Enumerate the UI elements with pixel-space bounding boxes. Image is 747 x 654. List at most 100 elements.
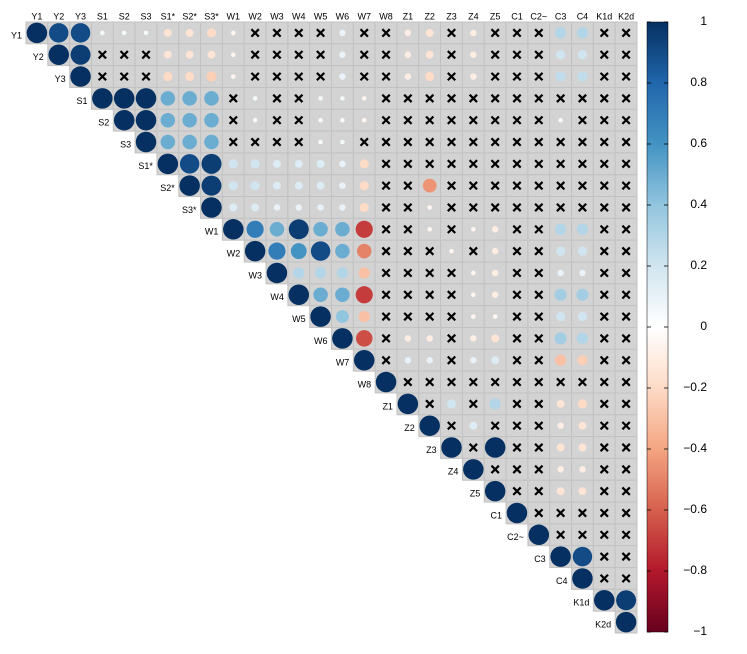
insignificant-mark: [447, 202, 457, 212]
correlation-circle: [310, 241, 331, 261]
correlation-circle: [269, 222, 285, 237]
insignificant-mark: [577, 137, 587, 147]
insignificant-mark: [447, 421, 457, 431]
insignificant-mark: [534, 181, 544, 191]
row-label: W1: [205, 227, 219, 237]
insignificant-mark: [621, 399, 631, 409]
insignificant-mark: [512, 377, 522, 387]
correlation-circle: [419, 415, 440, 436]
correlation-circle: [201, 153, 222, 174]
insignificant-mark: [381, 28, 391, 38]
correlation-circle: [228, 181, 238, 191]
color-tick-label: −0.8: [683, 563, 707, 577]
insignificant-mark: [512, 443, 522, 453]
insignificant-mark: [294, 72, 304, 82]
row-label: C1: [491, 510, 503, 520]
correlation-circle: [246, 220, 264, 238]
insignificant-mark: [468, 377, 478, 387]
correlation-circle: [135, 88, 157, 109]
correlation-circle: [356, 243, 372, 259]
column-label: W6: [336, 11, 350, 21]
color-tick-label: 0.8: [690, 75, 707, 89]
row-label: W5: [292, 314, 306, 324]
correlation-circle: [252, 117, 258, 123]
correlation-circle: [556, 487, 565, 496]
correlation-circle: [310, 306, 331, 327]
correlation-circle: [179, 154, 200, 174]
insignificant-mark: [447, 290, 457, 300]
correlation-circle: [557, 269, 564, 277]
correlation-circle: [578, 487, 587, 496]
column-label: W2: [248, 11, 262, 21]
insignificant-mark: [447, 72, 457, 82]
row-label: S3*: [182, 205, 197, 215]
correlation-circle: [577, 399, 588, 409]
correlation-circle: [404, 29, 412, 37]
insignificant-mark: [403, 137, 413, 147]
correlation-circle: [294, 181, 303, 190]
correlation-circle: [340, 96, 345, 101]
insignificant-mark: [381, 93, 391, 103]
row-label: W4: [270, 292, 284, 302]
row-label: C2~: [507, 532, 524, 542]
correlation-circle: [339, 73, 346, 80]
insignificant-mark: [621, 159, 631, 169]
insignificant-mark: [119, 72, 129, 82]
insignificant-mark: [599, 137, 609, 147]
correlation-circle: [339, 160, 346, 168]
correlation-circle: [577, 50, 588, 60]
insignificant-mark: [490, 72, 500, 82]
insignificant-mark: [447, 115, 457, 125]
insignificant-mark: [512, 464, 522, 474]
insignificant-mark: [599, 530, 609, 540]
correlation-circle: [113, 88, 135, 109]
insignificant-mark: [599, 421, 609, 431]
insignificant-mark: [621, 573, 631, 583]
insignificant-mark: [425, 115, 435, 125]
insignificant-mark: [468, 93, 478, 103]
insignificant-mark: [403, 268, 413, 278]
row-label: K2d: [595, 619, 611, 629]
insignificant-mark: [381, 50, 391, 60]
insignificant-mark: [468, 181, 478, 191]
correlation-circle: [231, 30, 236, 36]
insignificant-mark: [534, 486, 544, 496]
correlation-circle: [316, 181, 325, 190]
insignificant-mark: [447, 50, 457, 60]
correlation-circle: [121, 30, 127, 36]
insignificant-mark: [599, 573, 609, 583]
correlation-circle: [491, 269, 499, 277]
insignificant-mark: [599, 224, 609, 234]
insignificant-mark: [425, 246, 435, 256]
correlation-circle: [427, 205, 432, 210]
insignificant-mark: [621, 181, 631, 191]
insignificant-mark: [512, 137, 522, 147]
insignificant-mark: [577, 93, 587, 103]
insignificant-mark: [621, 268, 631, 278]
insignificant-mark: [599, 333, 609, 343]
insignificant-mark: [490, 377, 500, 387]
correlation-circle: [359, 181, 369, 191]
insignificant-mark: [403, 202, 413, 212]
insignificant-mark: [272, 93, 282, 103]
insignificant-mark: [577, 202, 587, 212]
insignificant-mark: [447, 377, 457, 387]
correlation-circle: [313, 287, 328, 303]
insignificant-mark: [512, 115, 522, 125]
row-label: S1: [76, 96, 87, 106]
insignificant-mark: [534, 137, 544, 147]
correlation-circle: [163, 28, 172, 37]
correlation-circle: [557, 466, 564, 473]
color-tick-label: 1: [700, 14, 707, 28]
insignificant-mark: [512, 181, 522, 191]
insignificant-mark: [97, 50, 107, 60]
row-label: Z1: [382, 401, 393, 411]
insignificant-mark: [534, 72, 544, 82]
insignificant-mark: [534, 421, 544, 431]
correlation-circle: [332, 328, 353, 349]
insignificant-mark: [425, 159, 435, 169]
column-label: C4: [577, 11, 589, 21]
row-label: Y3: [55, 74, 66, 84]
correlation-circle: [404, 51, 412, 58]
